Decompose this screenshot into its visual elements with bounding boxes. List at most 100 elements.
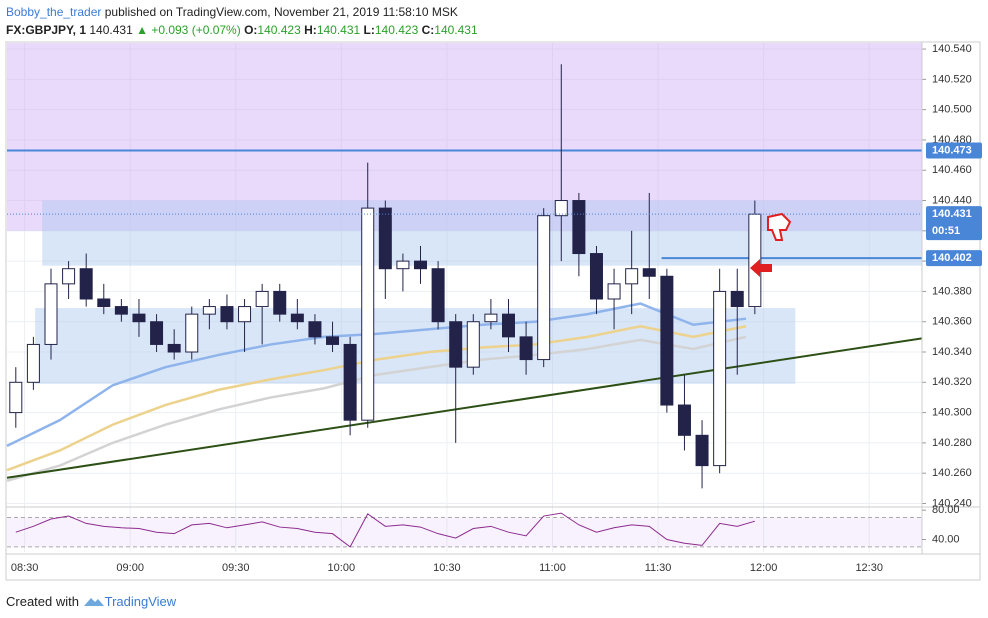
candle-body xyxy=(361,207,375,421)
candle-body xyxy=(167,343,181,353)
candle-body xyxy=(484,313,498,323)
candle-body xyxy=(290,313,304,323)
candle-body xyxy=(625,268,639,285)
c-label: C: xyxy=(421,23,435,37)
candle-body xyxy=(642,268,656,277)
h-label: H: xyxy=(304,23,317,37)
x-tick-label: 11:30 xyxy=(645,562,672,574)
candle-body xyxy=(97,298,111,308)
candle-body xyxy=(466,321,480,368)
publish-line: Bobby_the_trader published on TradingVie… xyxy=(6,5,458,19)
candle-body xyxy=(660,275,674,406)
price-tag-label: 140.473 xyxy=(932,144,972,156)
moving-average xyxy=(6,324,747,472)
y-tick-label: 140.280 xyxy=(932,437,972,449)
candle-body xyxy=(730,290,744,308)
candle-body xyxy=(378,207,392,270)
o: 140.423 xyxy=(257,23,301,37)
y-tick-label: 140.500 xyxy=(932,104,972,116)
author[interactable]: Bobby_the_trader xyxy=(6,5,102,19)
candle-body xyxy=(9,381,23,414)
price-tag-label: 140.431 xyxy=(932,208,972,220)
candle-body xyxy=(308,321,322,338)
h: 140.431 xyxy=(316,23,361,37)
price-tag-label: 140.402 xyxy=(932,252,972,264)
candle-body xyxy=(431,268,445,323)
y-tick-label: 140.520 xyxy=(932,73,972,85)
frame xyxy=(5,41,981,581)
x-tick-label: 09:30 xyxy=(222,562,250,574)
candle-body xyxy=(537,215,551,361)
candle-body xyxy=(501,313,515,338)
candle-body xyxy=(589,253,603,300)
chart: 08:30 09:00 09:30 10:00 10:30 11:00 11:30 12:00… xyxy=(5,41,982,581)
candle-body xyxy=(114,306,128,315)
y-tick-label: 140.300 xyxy=(932,407,972,419)
price-tag xyxy=(926,250,982,267)
ohlc-line: FX:GBPJPY, 1 140.431 ▲ +0.093 (+0.07%) O… xyxy=(6,23,478,37)
c: 140.431 xyxy=(434,23,478,37)
price-tag xyxy=(926,142,982,159)
rsi-line xyxy=(15,512,755,548)
zone xyxy=(7,43,922,231)
candle-body xyxy=(185,313,199,353)
l: 140.423 xyxy=(374,23,419,37)
candle-body xyxy=(238,306,252,323)
candle-body xyxy=(150,321,164,345)
rsi-tick-label: 80.00 xyxy=(932,504,960,516)
price-tag xyxy=(926,206,982,241)
candle-body xyxy=(44,283,58,345)
y-tick-label: 140.240 xyxy=(932,497,972,509)
candle-body xyxy=(677,404,691,436)
candle-body xyxy=(255,290,269,308)
y-tick-label: 140.340 xyxy=(932,346,972,358)
candle-body xyxy=(202,306,216,315)
candle-body xyxy=(396,260,410,270)
logo xyxy=(83,598,104,606)
countdown: 00:51 xyxy=(932,225,960,237)
candle-body xyxy=(79,268,93,300)
created: Created with xyxy=(6,594,79,609)
y-tick-label: 140.260 xyxy=(932,467,972,479)
rsi-band xyxy=(7,517,922,547)
x-tick-label: 10:00 xyxy=(328,562,356,574)
trendline xyxy=(6,337,923,479)
footer: Created with TradingView xyxy=(6,594,176,609)
x-tick-label: 08:30 xyxy=(11,562,39,574)
y-tick-label: 140.380 xyxy=(932,285,972,297)
o-label: O: xyxy=(244,23,258,37)
y-tick-label: 140.460 xyxy=(932,164,972,176)
zone xyxy=(42,200,922,266)
brand[interactable]: TradingView xyxy=(104,594,177,609)
candle-body xyxy=(414,260,428,270)
candle-body xyxy=(449,321,463,368)
x-tick-label: 09:00 xyxy=(116,562,144,574)
thumb-icon xyxy=(767,212,792,241)
published: published on TradingView.com, November 2… xyxy=(104,5,458,19)
y-tick-label: 140.360 xyxy=(932,316,972,328)
y-tick-label: 140.540 xyxy=(932,43,972,55)
y-tick-label: 140.440 xyxy=(932,194,972,206)
moving-average xyxy=(6,302,747,448)
candle-body xyxy=(572,200,586,255)
candle-body xyxy=(607,283,621,300)
candle-body xyxy=(273,290,287,315)
candle-body xyxy=(326,336,340,345)
x-tick-label: 12:00 xyxy=(750,562,778,574)
y-tick-label: 140.320 xyxy=(932,376,972,388)
candle-body xyxy=(519,336,533,361)
candle-body xyxy=(343,343,357,421)
candle-body xyxy=(220,306,234,323)
change: ▲ +0.093 (+0.07%) xyxy=(136,23,241,37)
candle-body xyxy=(26,343,40,383)
arrow-icon xyxy=(750,259,772,277)
rsi-tick-label: 40.00 xyxy=(932,533,960,545)
symbol: FX:GBPJPY, 1 xyxy=(6,23,87,37)
candle-body xyxy=(62,268,76,285)
candle-body xyxy=(695,434,709,467)
x-tick-label: 10:30 xyxy=(433,562,461,574)
x-tick-label: 12:30 xyxy=(855,562,883,574)
candle-body xyxy=(132,313,146,323)
last: 140.431 xyxy=(89,23,133,37)
